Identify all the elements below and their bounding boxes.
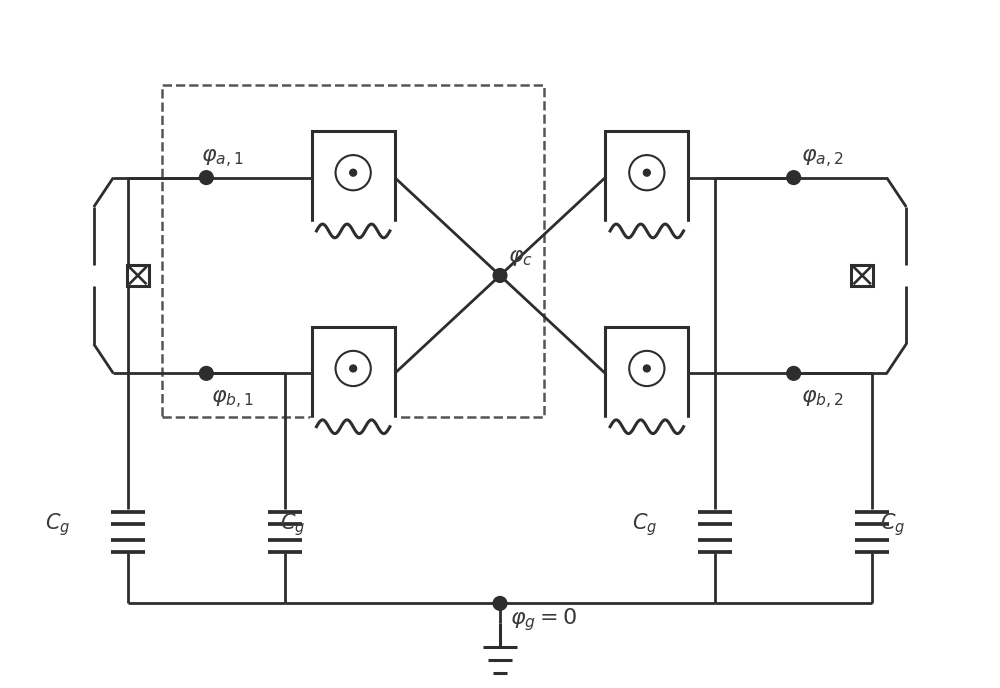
Text: $C_g$: $C_g$ — [632, 511, 657, 538]
Text: $C_g$: $C_g$ — [45, 511, 70, 538]
Circle shape — [643, 365, 650, 372]
Text: $\varphi_g = 0$: $\varphi_g = 0$ — [510, 606, 577, 633]
Circle shape — [199, 367, 213, 380]
Text: $\varphi_{b,2}$: $\varphi_{b,2}$ — [801, 388, 844, 411]
Circle shape — [493, 268, 507, 282]
Bar — [312, 131, 395, 224]
Circle shape — [350, 365, 357, 372]
Text: $\varphi_{a,1}$: $\varphi_{a,1}$ — [201, 147, 244, 170]
Text: $\varphi_{a,2}$: $\varphi_{a,2}$ — [801, 147, 844, 170]
Circle shape — [643, 169, 650, 176]
Circle shape — [787, 171, 801, 184]
Bar — [162, 85, 544, 418]
Bar — [127, 265, 149, 286]
Circle shape — [629, 351, 664, 386]
Text: $C_g$: $C_g$ — [280, 511, 305, 538]
Circle shape — [336, 351, 371, 386]
Circle shape — [629, 155, 664, 191]
Circle shape — [493, 596, 507, 610]
Text: $\varphi_{b,1}$: $\varphi_{b,1}$ — [211, 388, 254, 411]
Text: $C_g$: $C_g$ — [880, 511, 905, 538]
Circle shape — [336, 155, 371, 191]
Circle shape — [787, 367, 801, 380]
Circle shape — [199, 171, 213, 184]
Bar — [605, 327, 688, 420]
Bar — [312, 327, 395, 420]
Bar — [851, 265, 873, 286]
Bar — [605, 131, 688, 224]
Text: $\varphi_c$: $\varphi_c$ — [508, 248, 533, 268]
Circle shape — [350, 169, 357, 176]
